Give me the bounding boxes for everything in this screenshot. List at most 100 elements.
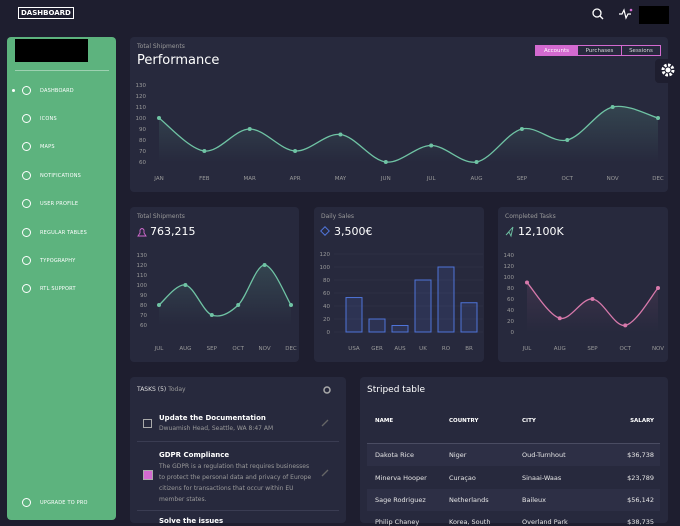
task-checkbox-checked[interactable]: [143, 470, 153, 480]
card-title: 3,500€: [334, 225, 373, 238]
table-cell: Minerva Hooper: [375, 474, 427, 482]
tasks-title: TASKS (5): [137, 386, 167, 393]
x-tick-label: JUL: [154, 346, 165, 352]
y-tick-label: 60: [140, 323, 147, 329]
x-tick-label: JUN: [380, 176, 391, 182]
line: [158, 105, 659, 163]
x-tick-label: SEP: [587, 346, 598, 352]
bar: [437, 266, 455, 333]
tab[interactable]: Sessions: [621, 45, 661, 56]
search-icon-handle: [599, 15, 604, 20]
edit-icon[interactable]: [321, 419, 329, 427]
y-tick-label: 100: [504, 275, 515, 281]
brand[interactable]: DASHBOARD: [18, 7, 74, 19]
point: [383, 160, 388, 164]
table-header: NAME: [375, 418, 394, 424]
card-title: 763,215: [150, 225, 196, 238]
y-tick-label: 0: [327, 330, 331, 336]
avatar[interactable]: [639, 6, 669, 24]
point: [557, 316, 562, 321]
tasks-settings[interactable]: [322, 385, 332, 395]
table-cell: Curaçao: [449, 474, 476, 482]
area: [159, 265, 291, 325]
y-tick-label: 70: [140, 313, 147, 319]
card-title: 12,100K: [518, 225, 564, 238]
point: [610, 105, 615, 109]
sidebar-item[interactable]: NOTIFICATIONS: [40, 173, 82, 179]
task-checkbox[interactable]: [143, 419, 152, 428]
table-header: SALARY: [630, 418, 654, 424]
x-tick-label: OCT: [232, 346, 244, 352]
edit-icon[interactable]: [321, 469, 329, 477]
navbar-icons: [592, 6, 669, 24]
x-tick-label: JUL: [522, 346, 533, 352]
sidebar-item[interactable]: ICONS: [40, 116, 57, 122]
y-tick-label: 120: [137, 263, 148, 269]
x-tick-label: DEC: [285, 346, 297, 352]
table-header: COUNTRY: [449, 418, 479, 424]
search-icon[interactable]: [592, 8, 602, 18]
sidebar-item[interactable]: DASHBOARD: [40, 88, 74, 94]
x-tick-label: AUS: [394, 346, 406, 352]
y-tick-label: 60: [323, 291, 330, 297]
send-icon: [505, 226, 514, 238]
point: [157, 303, 161, 307]
point: [262, 263, 267, 267]
table-cell: Overland Park: [522, 518, 568, 526]
y-tick-label: 90: [140, 293, 147, 299]
sidebar-item[interactable]: USER PROFILE: [40, 201, 79, 207]
y-tick-label: 60: [507, 297, 514, 303]
area: [159, 106, 658, 163]
y-tick-label: 120: [504, 264, 515, 270]
edit-icons: [321, 419, 329, 477]
card-title: Performance: [137, 53, 220, 68]
sidebar-icon: [22, 199, 31, 208]
point: [656, 286, 660, 290]
settings-icon: [661, 63, 675, 77]
x-tick-label: DEC: [652, 176, 664, 182]
upgrade-icon: [22, 498, 31, 507]
y-tick-label: 140: [504, 253, 515, 259]
x-tick-label: BR: [465, 346, 473, 352]
sidebar-item[interactable]: REGULAR TABLES: [40, 230, 87, 236]
point: [429, 143, 434, 148]
bar: [414, 279, 432, 333]
sidebar-item[interactable]: MAPS: [40, 144, 55, 150]
bar: [345, 297, 363, 333]
gear: [323, 386, 331, 394]
y-tick-label: 110: [137, 273, 148, 279]
y-tick-label: 60: [139, 160, 146, 166]
y-tick-label: 80: [507, 286, 514, 292]
point: [236, 303, 241, 307]
y-tick-label: 0: [511, 330, 515, 336]
x-tick-label: UK: [419, 346, 427, 352]
sidebar-item[interactable]: RTL SUPPORT: [40, 286, 76, 292]
activity-icon[interactable]: [619, 8, 631, 20]
sidebar-divider: [15, 70, 109, 71]
table-cell: Sinaai-Waas: [522, 474, 562, 482]
point: [289, 303, 293, 307]
active-dot: [12, 89, 15, 92]
y-tick-label: 40: [507, 308, 514, 314]
y-tick-label: 100: [320, 265, 331, 271]
card-subtitle: Total Shipments: [137, 213, 185, 220]
x-tick-label: NOV: [607, 176, 619, 182]
y-tick-label: 90: [139, 127, 146, 133]
point: [474, 160, 479, 164]
tasks-card: [130, 377, 346, 523]
performance-card: [130, 37, 668, 192]
x-tick-label: SEP: [207, 346, 218, 352]
sidebar-item[interactable]: TYPOGRAPHY: [40, 258, 76, 264]
upgrade-link[interactable]: UPGRADE TO PRO: [40, 500, 88, 506]
table-cell: $38,735: [627, 518, 654, 526]
tasks-chart-card: [498, 207, 668, 362]
point: [623, 323, 628, 328]
sidebar-icon: [22, 228, 31, 237]
card-subtitle: Completed Tasks: [505, 213, 556, 220]
x-tick-label: MAY: [335, 176, 347, 182]
x-tick-label: AUG: [179, 346, 191, 352]
point: [209, 313, 214, 317]
sidebar-icon: [22, 114, 31, 123]
